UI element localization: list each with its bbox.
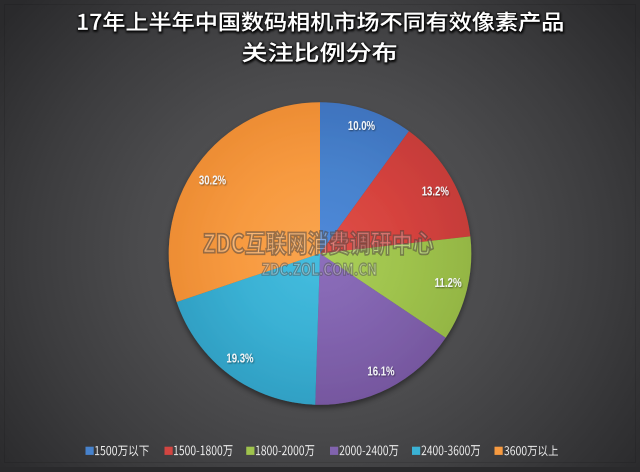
svg-text:30.2%: 30.2% bbox=[199, 172, 227, 187]
svg-text:16.1%: 16.1% bbox=[367, 364, 395, 379]
svg-text:19.3%: 19.3% bbox=[226, 351, 254, 366]
svg-text:13.2%: 13.2% bbox=[422, 184, 450, 199]
svg-text:11.2%: 11.2% bbox=[435, 275, 463, 290]
svg-text:10.0%: 10.0% bbox=[348, 118, 376, 133]
